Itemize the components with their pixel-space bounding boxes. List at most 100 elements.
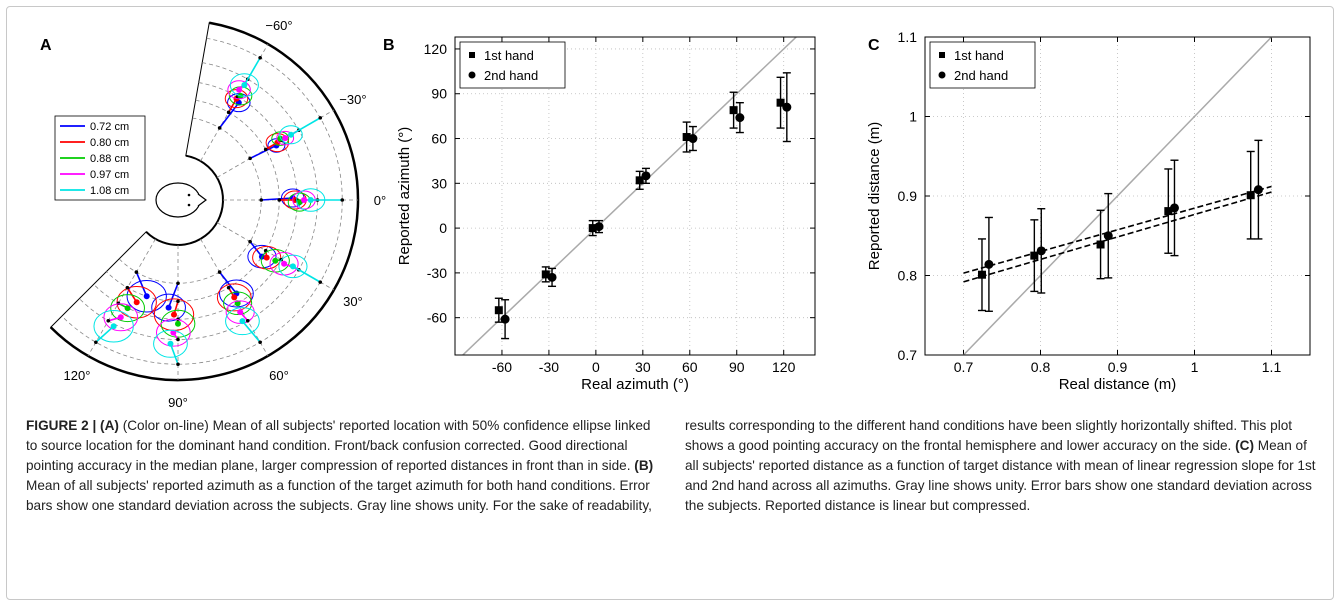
source-link xyxy=(218,102,240,129)
confidence-ellipse xyxy=(252,245,282,270)
marker-circle xyxy=(500,314,510,324)
confidence-ellipse xyxy=(276,130,295,146)
panel-letter: B xyxy=(383,37,395,54)
marker-circle xyxy=(688,134,698,144)
legend-marker xyxy=(468,71,476,79)
source-point xyxy=(134,270,139,274)
marker-circle xyxy=(984,259,994,269)
unity-line xyxy=(962,37,1273,355)
x-axis-label: Real azimuth (°) xyxy=(581,376,689,393)
polar-ring xyxy=(93,82,298,320)
marker-square xyxy=(494,306,503,315)
plot-frame xyxy=(924,36,1311,356)
marker-square xyxy=(635,176,644,185)
marker-square xyxy=(541,270,550,279)
head xyxy=(155,182,201,218)
reported-point xyxy=(289,263,296,270)
reported-point xyxy=(231,294,238,301)
y-axis-label: Reported distance (m) xyxy=(866,122,883,270)
angle-tick-label: 90° xyxy=(168,395,188,410)
source-point xyxy=(226,110,231,115)
confidence-ellipse xyxy=(279,125,303,145)
confidence-ellipse xyxy=(225,307,260,336)
marker-circle xyxy=(1169,203,1179,213)
reported-point xyxy=(282,135,289,142)
y-tick-label: -60 xyxy=(427,310,447,326)
marker-circle xyxy=(1103,231,1113,241)
reported-point xyxy=(124,305,131,312)
caption-label: (B) xyxy=(634,458,654,473)
y-tick-label: 120 xyxy=(424,41,448,57)
confidence-ellipse xyxy=(223,291,253,316)
eye xyxy=(187,203,191,207)
reported-point xyxy=(133,299,140,306)
source-point xyxy=(176,362,180,367)
regression-line xyxy=(963,185,1272,274)
plot-frame xyxy=(454,36,816,356)
panel-letter: A xyxy=(40,37,52,54)
source-point xyxy=(248,239,252,244)
x-tick-label: 0 xyxy=(592,359,600,375)
source-point xyxy=(318,116,323,120)
source-point xyxy=(217,126,222,130)
confidence-ellipse xyxy=(229,73,259,97)
y-tick-label: 0.7 xyxy=(898,347,918,363)
source-point xyxy=(340,198,345,202)
marker-square xyxy=(1030,251,1039,260)
source-link xyxy=(95,325,115,343)
source-point xyxy=(245,319,250,323)
legend-label: 2nd hand xyxy=(954,68,1008,83)
polar-ring xyxy=(79,62,318,340)
marker-square xyxy=(1246,191,1255,200)
y-tick-label: -30 xyxy=(427,265,447,281)
source-point xyxy=(318,280,323,284)
caption-text: Mean of all subjects' reported distance … xyxy=(685,438,1316,513)
x-tick-label: 90 xyxy=(729,359,745,375)
y-tick-label: 0.8 xyxy=(898,268,918,284)
source-link xyxy=(218,271,238,294)
source-point xyxy=(125,285,130,290)
y-tick-label: 1.1 xyxy=(898,29,918,45)
x-tick-label: 120 xyxy=(772,359,796,375)
legend-label: 0.88 cm xyxy=(90,153,129,165)
marker-circle xyxy=(782,102,792,112)
caption-text: Mean of all subjects' reported azimuth a… xyxy=(26,418,1293,513)
legend-label: 0.97 cm xyxy=(90,169,129,181)
source-point xyxy=(263,147,268,152)
source-point xyxy=(217,270,222,274)
x-tick-label: 1.1 xyxy=(1262,359,1282,375)
source-point xyxy=(94,340,98,345)
nose xyxy=(197,193,207,207)
reported-point xyxy=(263,254,270,261)
angle-tick-label: 0° xyxy=(374,193,386,208)
angle-tick-label: 120° xyxy=(64,368,91,383)
reported-point xyxy=(301,197,307,203)
marker-circle xyxy=(1253,185,1263,195)
source-point xyxy=(258,340,262,345)
figure: −60° −30° 0° 30° 60° 90° 120° 0.72 cm 0.80 cm 0.8… xyxy=(40,18,1311,410)
source-link xyxy=(243,57,261,86)
legend-box xyxy=(459,41,566,89)
marker-circle xyxy=(547,272,557,282)
confidence-ellipse xyxy=(151,293,186,322)
reported-point xyxy=(296,199,303,206)
source-link xyxy=(292,265,321,283)
legend-label: 1st hand xyxy=(954,48,1004,63)
confidence-ellipse xyxy=(126,280,167,313)
source-point xyxy=(106,319,111,323)
legend-label: 2nd hand xyxy=(484,68,538,83)
source-link xyxy=(261,197,293,201)
reported-point xyxy=(236,86,243,93)
x-tick-label: -30 xyxy=(539,359,559,375)
marker-square xyxy=(776,98,785,107)
x-tick-label: 0.7 xyxy=(954,359,974,375)
marker-square xyxy=(588,224,597,233)
eye xyxy=(187,193,191,197)
source-point xyxy=(226,285,231,290)
caption-label: (C) xyxy=(1235,438,1254,453)
reported-point xyxy=(239,318,246,325)
marker-circle xyxy=(594,222,604,232)
plot-clip xyxy=(962,37,1273,355)
confidence-ellipse xyxy=(278,254,308,279)
source-point xyxy=(176,299,180,304)
